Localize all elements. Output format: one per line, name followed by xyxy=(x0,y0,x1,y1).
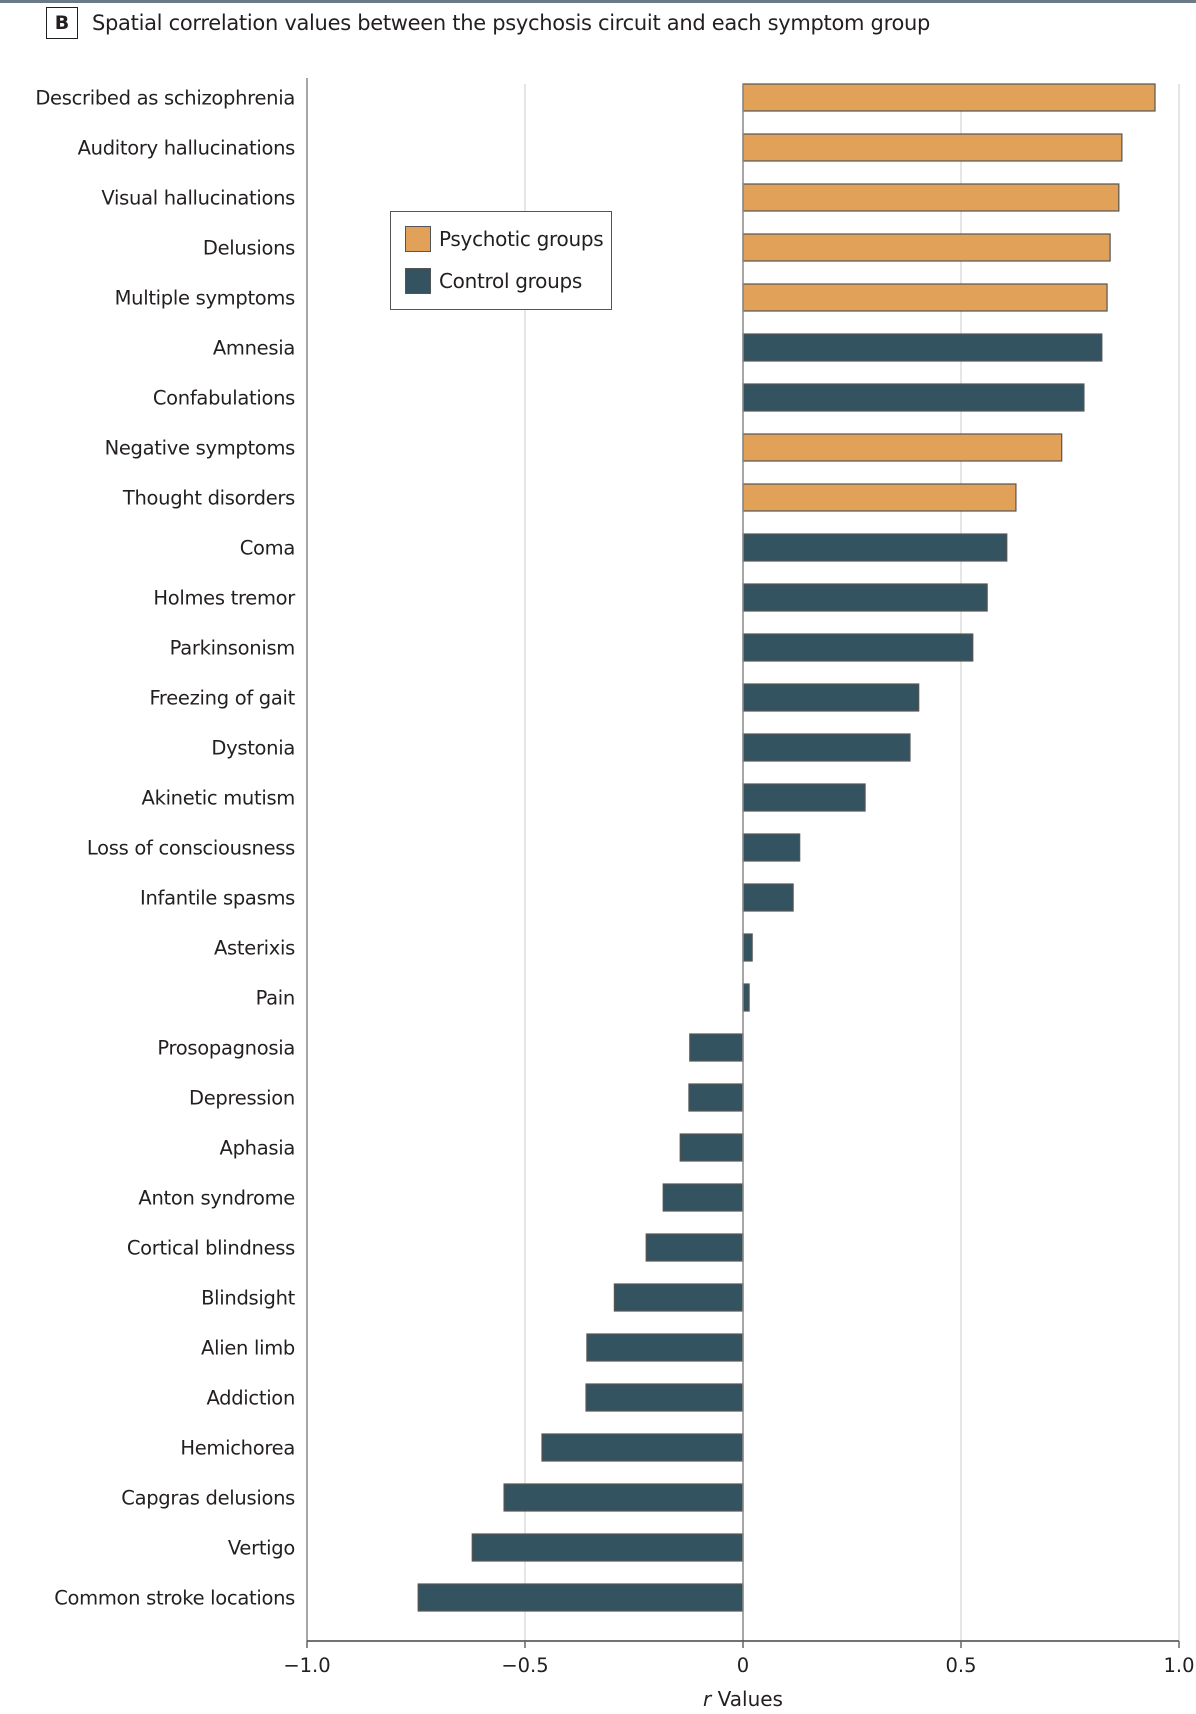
category-label: Freezing of gait xyxy=(149,687,295,710)
bar xyxy=(742,983,750,1012)
legend-swatch-psychotic xyxy=(405,226,431,252)
category-label: Holmes tremor xyxy=(153,587,296,610)
category-label: Common stroke locations xyxy=(54,1587,295,1610)
x-tick-label: −0.5 xyxy=(501,1654,548,1677)
category-label: Auditory hallucinations xyxy=(78,137,296,160)
bar xyxy=(742,333,1103,362)
bar xyxy=(662,1183,744,1212)
bar xyxy=(742,533,1008,562)
legend-label-control: Control groups xyxy=(439,269,582,293)
category-label: Aphasia xyxy=(220,1137,295,1160)
category-label: Alien limb xyxy=(201,1337,295,1360)
category-label: Visual hallucinations xyxy=(101,187,295,210)
bars xyxy=(417,83,1156,1612)
x-tick-label: −1.0 xyxy=(283,1654,330,1677)
category-label: Prosopagnosia xyxy=(157,1037,295,1060)
legend-swatch-control xyxy=(405,268,431,294)
bar xyxy=(541,1433,744,1462)
category-label: Described as schizophrenia xyxy=(35,87,295,110)
bar xyxy=(613,1283,744,1312)
category-label: Pain xyxy=(256,987,295,1010)
category-label: Confabulations xyxy=(153,387,295,410)
bar xyxy=(742,733,911,762)
category-label: Coma xyxy=(240,537,295,560)
category-label: Hemichorea xyxy=(180,1437,295,1460)
legend-item-control: Control groups xyxy=(405,268,582,294)
category-label: Thought disorders xyxy=(122,487,295,510)
bar xyxy=(742,483,1017,512)
bar xyxy=(645,1233,744,1262)
bar xyxy=(742,133,1123,162)
category-labels: Described as schizophrenia Auditory hallu… xyxy=(35,87,296,1610)
bar xyxy=(689,1033,744,1062)
bar xyxy=(742,633,974,662)
category-label: Delusions xyxy=(203,237,295,260)
category-label: Infantile spasms xyxy=(140,887,295,910)
bar xyxy=(586,1333,744,1362)
category-label: Asterixis xyxy=(214,937,295,960)
category-label: Amnesia xyxy=(213,337,295,360)
bar xyxy=(742,83,1156,112)
x-tick-labels: −1.0 −0.5 0 0.5 1.0 xyxy=(283,1654,1194,1677)
category-label: Capgras delusions xyxy=(121,1487,295,1510)
bar xyxy=(742,783,866,812)
bar xyxy=(471,1533,744,1562)
category-label: Multiple symptoms xyxy=(115,287,296,310)
bar xyxy=(688,1083,744,1112)
bar xyxy=(742,433,1063,462)
bar xyxy=(742,583,988,612)
panel-letter: B xyxy=(46,7,78,39)
x-axis-label: r Values xyxy=(703,1687,783,1711)
bar xyxy=(742,183,1120,212)
category-label: Loss of consciousness xyxy=(87,837,295,860)
bar xyxy=(742,233,1111,262)
top-rule xyxy=(0,0,1196,3)
x-tick-label: 0 xyxy=(737,1654,749,1677)
bar xyxy=(742,883,794,912)
category-label: Depression xyxy=(189,1087,295,1110)
bar xyxy=(679,1133,744,1162)
category-label: Parkinsonism xyxy=(170,637,295,660)
legend: Psychotic groups Control groups xyxy=(390,211,612,310)
bar xyxy=(742,933,753,962)
chart-title: Spatial correlation values between the p… xyxy=(92,11,931,35)
category-label: Cortical blindness xyxy=(127,1237,295,1260)
x-tick-label: 0.5 xyxy=(945,1654,976,1677)
category-label: Addiction xyxy=(206,1387,295,1410)
bar xyxy=(742,383,1085,412)
bar xyxy=(742,683,920,712)
bar xyxy=(742,833,801,862)
bar xyxy=(742,283,1108,312)
bar xyxy=(585,1383,744,1412)
x-tick-label: 1.0 xyxy=(1163,1654,1194,1677)
category-label: Negative symptoms xyxy=(105,437,296,460)
category-label: Anton syndrome xyxy=(138,1187,295,1210)
legend-item-psychotic: Psychotic groups xyxy=(405,226,604,252)
bar xyxy=(503,1483,744,1512)
legend-label-psychotic: Psychotic groups xyxy=(439,227,604,251)
category-label: Akinetic mutism xyxy=(142,787,295,810)
category-label: Dystonia xyxy=(211,737,295,760)
category-label: Vertigo xyxy=(228,1537,295,1560)
bar xyxy=(417,1583,744,1612)
axes xyxy=(306,78,1180,1648)
category-label: Blindsight xyxy=(201,1287,296,1310)
